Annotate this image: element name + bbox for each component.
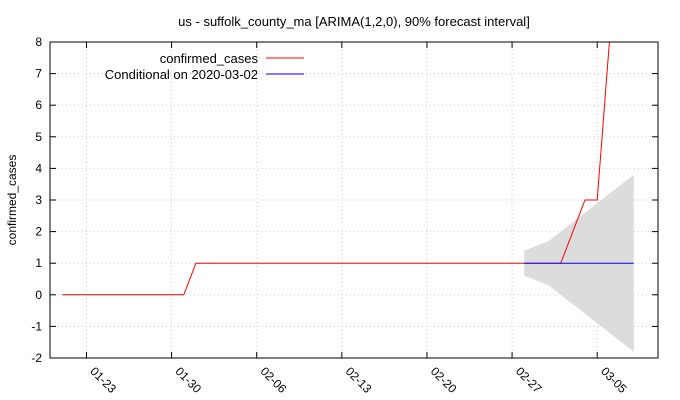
y-tick-label: -1	[31, 319, 42, 333]
y-tick-label: 1	[35, 256, 42, 270]
y-tick-label: 6	[35, 98, 42, 112]
y-tick-label: 0	[35, 288, 42, 302]
y-tick-label: 5	[35, 130, 42, 144]
series-line-confirmed-cases	[62, 42, 610, 296]
series-lines	[62, 42, 634, 296]
y-tick-label: 4	[35, 161, 42, 175]
y-tick-label: 7	[35, 67, 42, 81]
x-tick-label: 02-20	[428, 364, 460, 396]
x-tick-label: 02-27	[513, 364, 545, 396]
y-tick-label: 8	[35, 35, 42, 49]
legend-label: confirmed_cases	[160, 51, 259, 66]
x-tick-label: 01-30	[172, 364, 204, 396]
y-tick-label: -2	[31, 351, 42, 365]
x-tick-label: 03-05	[598, 364, 630, 396]
grid	[50, 41, 658, 359]
y-axis-label: confirmed_cases	[5, 155, 19, 246]
y-tick-label: 3	[35, 193, 42, 207]
y-axis: -2 -1 0 1 2 3 4 5 6 7 8	[31, 35, 658, 365]
y-tick-label: 2	[35, 225, 42, 239]
legend-label: Conditional on 2020-03-02	[105, 67, 258, 82]
x-tick-label: 01-23	[87, 364, 119, 396]
x-axis: 01-23 01-30 02-06 02-13 02-20 02-27 03-05	[85, 42, 630, 396]
chart-title: us - suffolk_county_ma [ARIMA(1,2,0), 90…	[178, 14, 530, 29]
x-tick-label: 02-13	[343, 364, 375, 396]
x-tick-label: 02-06	[258, 364, 290, 396]
